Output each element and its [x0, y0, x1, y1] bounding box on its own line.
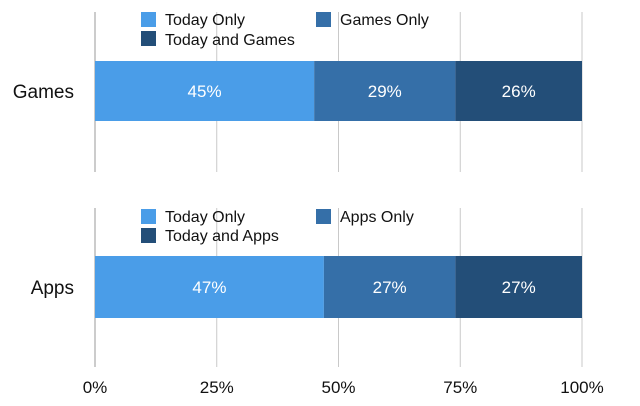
x-tick-label: 75%	[443, 378, 477, 397]
legend-swatch-apps-only	[316, 209, 331, 224]
data-label: 29%	[368, 82, 402, 101]
data-label: 47%	[192, 278, 226, 297]
legend-label: Today and Apps	[165, 228, 279, 245]
category-label: Games	[13, 82, 74, 103]
legend-label: Games Only	[340, 12, 429, 29]
x-tick-label: 50%	[321, 378, 355, 397]
x-axis-ticks: 0% 25% 50% 75% 100%	[83, 378, 604, 397]
legend-swatch-games-only	[316, 12, 331, 27]
bar-segment-today-and-apps	[455, 256, 582, 318]
bar-segment-apps-only	[323, 256, 456, 318]
legend: Today Only Apps Only Today and Apps	[141, 209, 414, 245]
bar-segment-today-only	[95, 61, 315, 121]
x-tick-label: 25%	[200, 378, 234, 397]
legend-label: Today Only	[165, 12, 245, 29]
bar-segment-today-and-games	[455, 61, 582, 121]
bar-segment-today-only	[95, 256, 324, 318]
data-label: 27%	[502, 278, 536, 297]
legend-swatch-today-and-apps	[141, 228, 156, 243]
category-label: Apps	[31, 278, 74, 299]
data-label: 45%	[188, 82, 222, 101]
legend-swatch-today-and-games	[141, 31, 156, 46]
panel-games: Games 45% 29% 26% Today Only Games Only …	[13, 12, 582, 121]
x-tick-label: 0%	[83, 378, 108, 397]
data-label: 27%	[373, 278, 407, 297]
bar-segment-games-only	[314, 61, 456, 121]
legend-label: Today Only	[165, 209, 245, 226]
legend: Today Only Games Only Today and Games	[141, 12, 429, 49]
legend-label: Today and Games	[165, 32, 295, 49]
x-tick-label: 100%	[560, 378, 603, 397]
legend-label: Apps Only	[340, 209, 414, 226]
legend-swatch-today-only	[141, 209, 156, 224]
legend-swatch-today-only	[141, 12, 156, 27]
data-label: 26%	[502, 82, 536, 101]
panel-apps: Apps 47% 27% 27% Today Only Apps Only To…	[31, 209, 582, 318]
